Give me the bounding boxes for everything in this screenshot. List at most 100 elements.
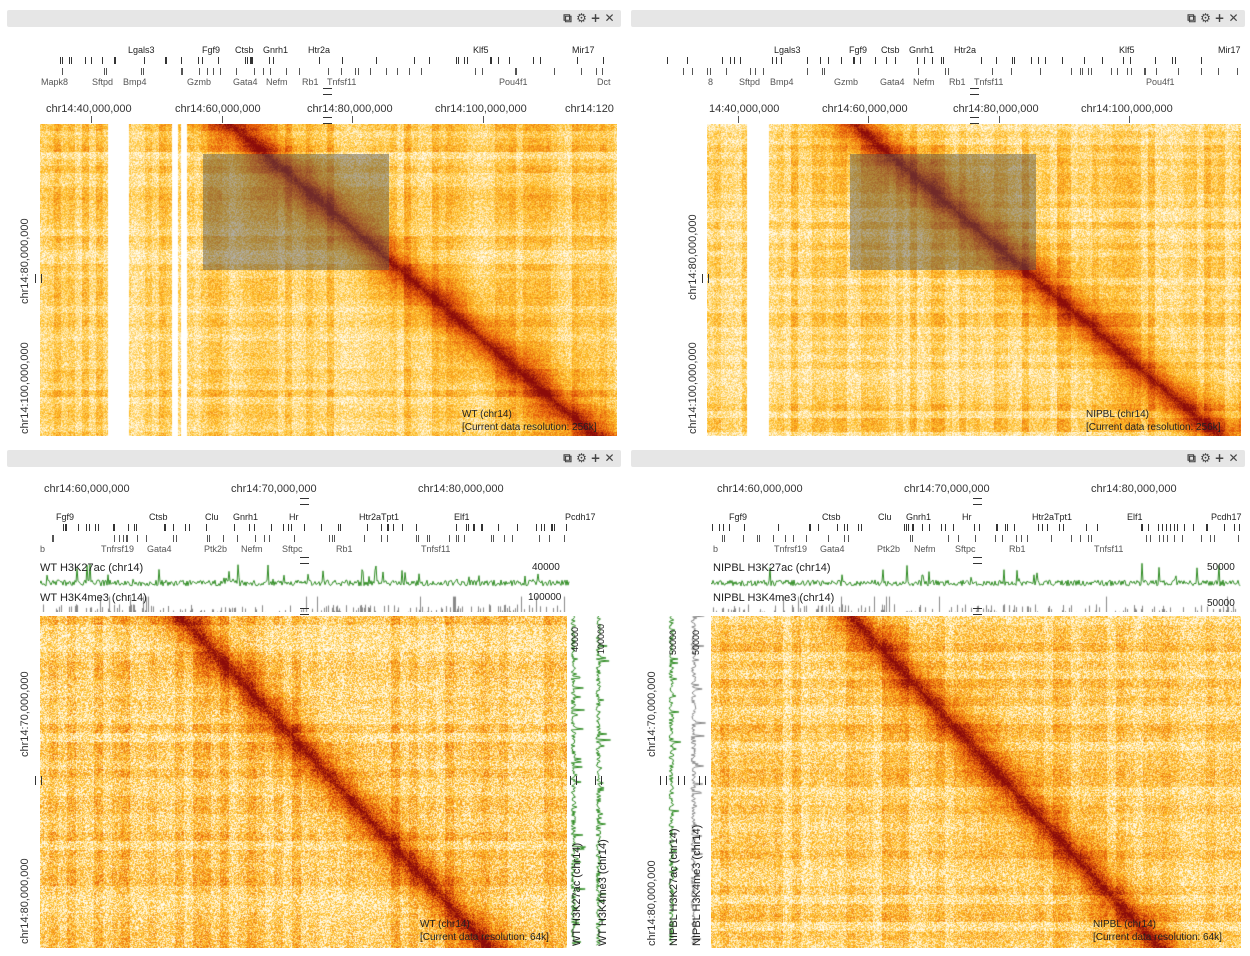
axis-resize-handle[interactable]	[973, 498, 982, 505]
gene-label[interactable]: Rb1	[336, 544, 353, 554]
gene-label[interactable]: Tnfrsf19	[101, 544, 135, 554]
axis-resize-handle[interactable]	[35, 776, 42, 785]
gene-label[interactable]: Ctsb	[235, 45, 254, 55]
close-icon[interactable]: ✕	[604, 451, 615, 465]
axis-resize-handle[interactable]	[702, 274, 709, 283]
gene-label[interactable]: Rb1	[949, 77, 966, 87]
gene-label[interactable]: Klf5	[1119, 45, 1135, 55]
h3k4me3-signal-track[interactable]	[40, 590, 570, 612]
gene-label[interactable]: Gata4	[820, 544, 845, 554]
gene-label[interactable]: Clu	[878, 512, 892, 522]
gene-label[interactable]: Fgf9	[849, 45, 868, 55]
h3k4me3-vertical-track[interactable]	[594, 616, 614, 946]
gene-label[interactable]: Fgf9	[729, 512, 748, 522]
selection-region[interactable]	[203, 154, 389, 270]
gene-label[interactable]: Dct	[597, 77, 611, 87]
gene-label[interactable]: Gzmb	[187, 77, 212, 87]
gene-label[interactable]: Rb1	[302, 77, 319, 87]
gene-label[interactable]: Mapk8	[41, 77, 69, 87]
gene-label[interactable]: Sftpc	[955, 544, 976, 554]
axis-resize-handle[interactable]	[660, 776, 667, 785]
copy-icon[interactable]: ⧉	[1187, 451, 1196, 465]
track-resize-handle[interactable]	[300, 608, 309, 615]
gene-label[interactable]: Elf1	[1127, 512, 1143, 522]
gene-label[interactable]: Fgf9	[202, 45, 221, 55]
gene-label[interactable]: Nefm	[914, 544, 936, 554]
gene-label[interactable]: Gnrh1	[909, 45, 935, 55]
gene-label[interactable]: Tnfsf11	[421, 544, 451, 554]
gene-label[interactable]: Ptk2b	[877, 544, 901, 554]
gene-label[interactable]: Htr2aTpt1	[359, 512, 400, 522]
copy-icon[interactable]: ⧉	[1187, 11, 1196, 25]
gene-label[interactable]: Elf1	[454, 512, 470, 522]
gene-label[interactable]: Pcdh17	[1211, 512, 1242, 522]
gear-icon[interactable]: ⚙	[576, 11, 587, 25]
axis-resize-handle[interactable]	[970, 117, 979, 124]
track-resize-handle[interactable]	[973, 608, 982, 615]
gene-label[interactable]: Rb1	[1009, 544, 1026, 554]
gene-label[interactable]: Htr2a	[308, 45, 331, 55]
copy-icon[interactable]: ⧉	[563, 451, 572, 465]
gene-label[interactable]: Pou4f1	[499, 77, 528, 87]
contact-heatmap[interactable]	[707, 124, 1241, 436]
h3k27ac-signal-track[interactable]	[40, 560, 570, 588]
gene-label[interactable]: Klf5	[473, 45, 489, 55]
track-resize-handle[interactable]	[595, 776, 602, 785]
gene-label[interactable]: Tnfrsf19	[774, 544, 808, 554]
gene-label[interactable]: b	[40, 544, 46, 554]
gene-label[interactable]: Gzmb	[834, 77, 859, 87]
gene-label[interactable]: Nefm	[913, 77, 935, 87]
plus-icon[interactable]: +	[1214, 451, 1225, 465]
gear-icon[interactable]: ⚙	[1200, 451, 1211, 465]
gene-label[interactable]: Sftpd	[92, 77, 114, 87]
gene-label[interactable]: Lgals3	[774, 45, 801, 55]
h3k4me3-signal-track[interactable]	[711, 590, 1241, 612]
gene-label[interactable]: Lgals3	[128, 45, 155, 55]
gene-label[interactable]: Tnfsf11	[327, 77, 357, 87]
gene-label[interactable]: Mir17	[1218, 45, 1241, 55]
selection-region[interactable]	[850, 154, 1036, 270]
gene-label[interactable]: Ctsb	[881, 45, 900, 55]
track-resize-handle[interactable]	[970, 88, 979, 95]
gene-label[interactable]: Gata4	[147, 544, 172, 554]
gene-label[interactable]: 8	[708, 77, 714, 87]
track-resize-handle[interactable]	[699, 776, 706, 785]
gene-label[interactable]: Gata4	[233, 77, 258, 87]
gene-label[interactable]: Gata4	[880, 77, 905, 87]
gene-label[interactable]: Fgf9	[56, 512, 75, 522]
gene-label[interactable]: Mir17	[572, 45, 595, 55]
gene-label[interactable]: Bmp4	[123, 77, 147, 87]
copy-icon[interactable]: ⧉	[563, 11, 572, 25]
close-icon[interactable]: ✕	[1228, 11, 1239, 25]
track-resize-handle[interactable]	[678, 776, 685, 785]
gene-label[interactable]: b	[713, 544, 719, 554]
axis-resize-handle[interactable]	[323, 117, 332, 124]
plus-icon[interactable]: +	[590, 11, 601, 25]
contact-heatmap[interactable]	[711, 616, 1241, 948]
contact-heatmap[interactable]	[40, 616, 567, 948]
gene-label[interactable]: Sftpd	[739, 77, 761, 87]
gene-label[interactable]: Tnfsf11	[1094, 544, 1124, 554]
gene-label[interactable]: Bmp4	[770, 77, 794, 87]
gene-label[interactable]: Htr2a	[954, 45, 977, 55]
close-icon[interactable]: ✕	[1228, 451, 1239, 465]
gene-label[interactable]: Ctsb	[822, 512, 841, 522]
gene-label[interactable]: Nefm	[266, 77, 288, 87]
plus-icon[interactable]: +	[1214, 11, 1225, 25]
gene-label[interactable]: Gnrh1	[263, 45, 289, 55]
gene-label[interactable]: Ctsb	[149, 512, 168, 522]
h3k27ac-vertical-track[interactable]	[569, 616, 589, 946]
axis-resize-handle[interactable]	[300, 498, 309, 505]
plus-icon[interactable]: +	[590, 451, 601, 465]
contact-heatmap[interactable]	[40, 124, 617, 436]
gene-label[interactable]: Clu	[205, 512, 219, 522]
gear-icon[interactable]: ⚙	[1200, 11, 1211, 25]
gene-label[interactable]: Gnrh1	[233, 512, 259, 522]
close-icon[interactable]: ✕	[604, 11, 615, 25]
track-resize-handle[interactable]	[570, 776, 577, 785]
gene-label[interactable]: Pou4f1	[1146, 77, 1175, 87]
gene-label[interactable]: Nefm	[241, 544, 263, 554]
gene-label[interactable]: Hr	[962, 512, 972, 522]
axis-resize-handle[interactable]	[35, 274, 42, 283]
gene-label[interactable]: Ptk2b	[204, 544, 228, 554]
